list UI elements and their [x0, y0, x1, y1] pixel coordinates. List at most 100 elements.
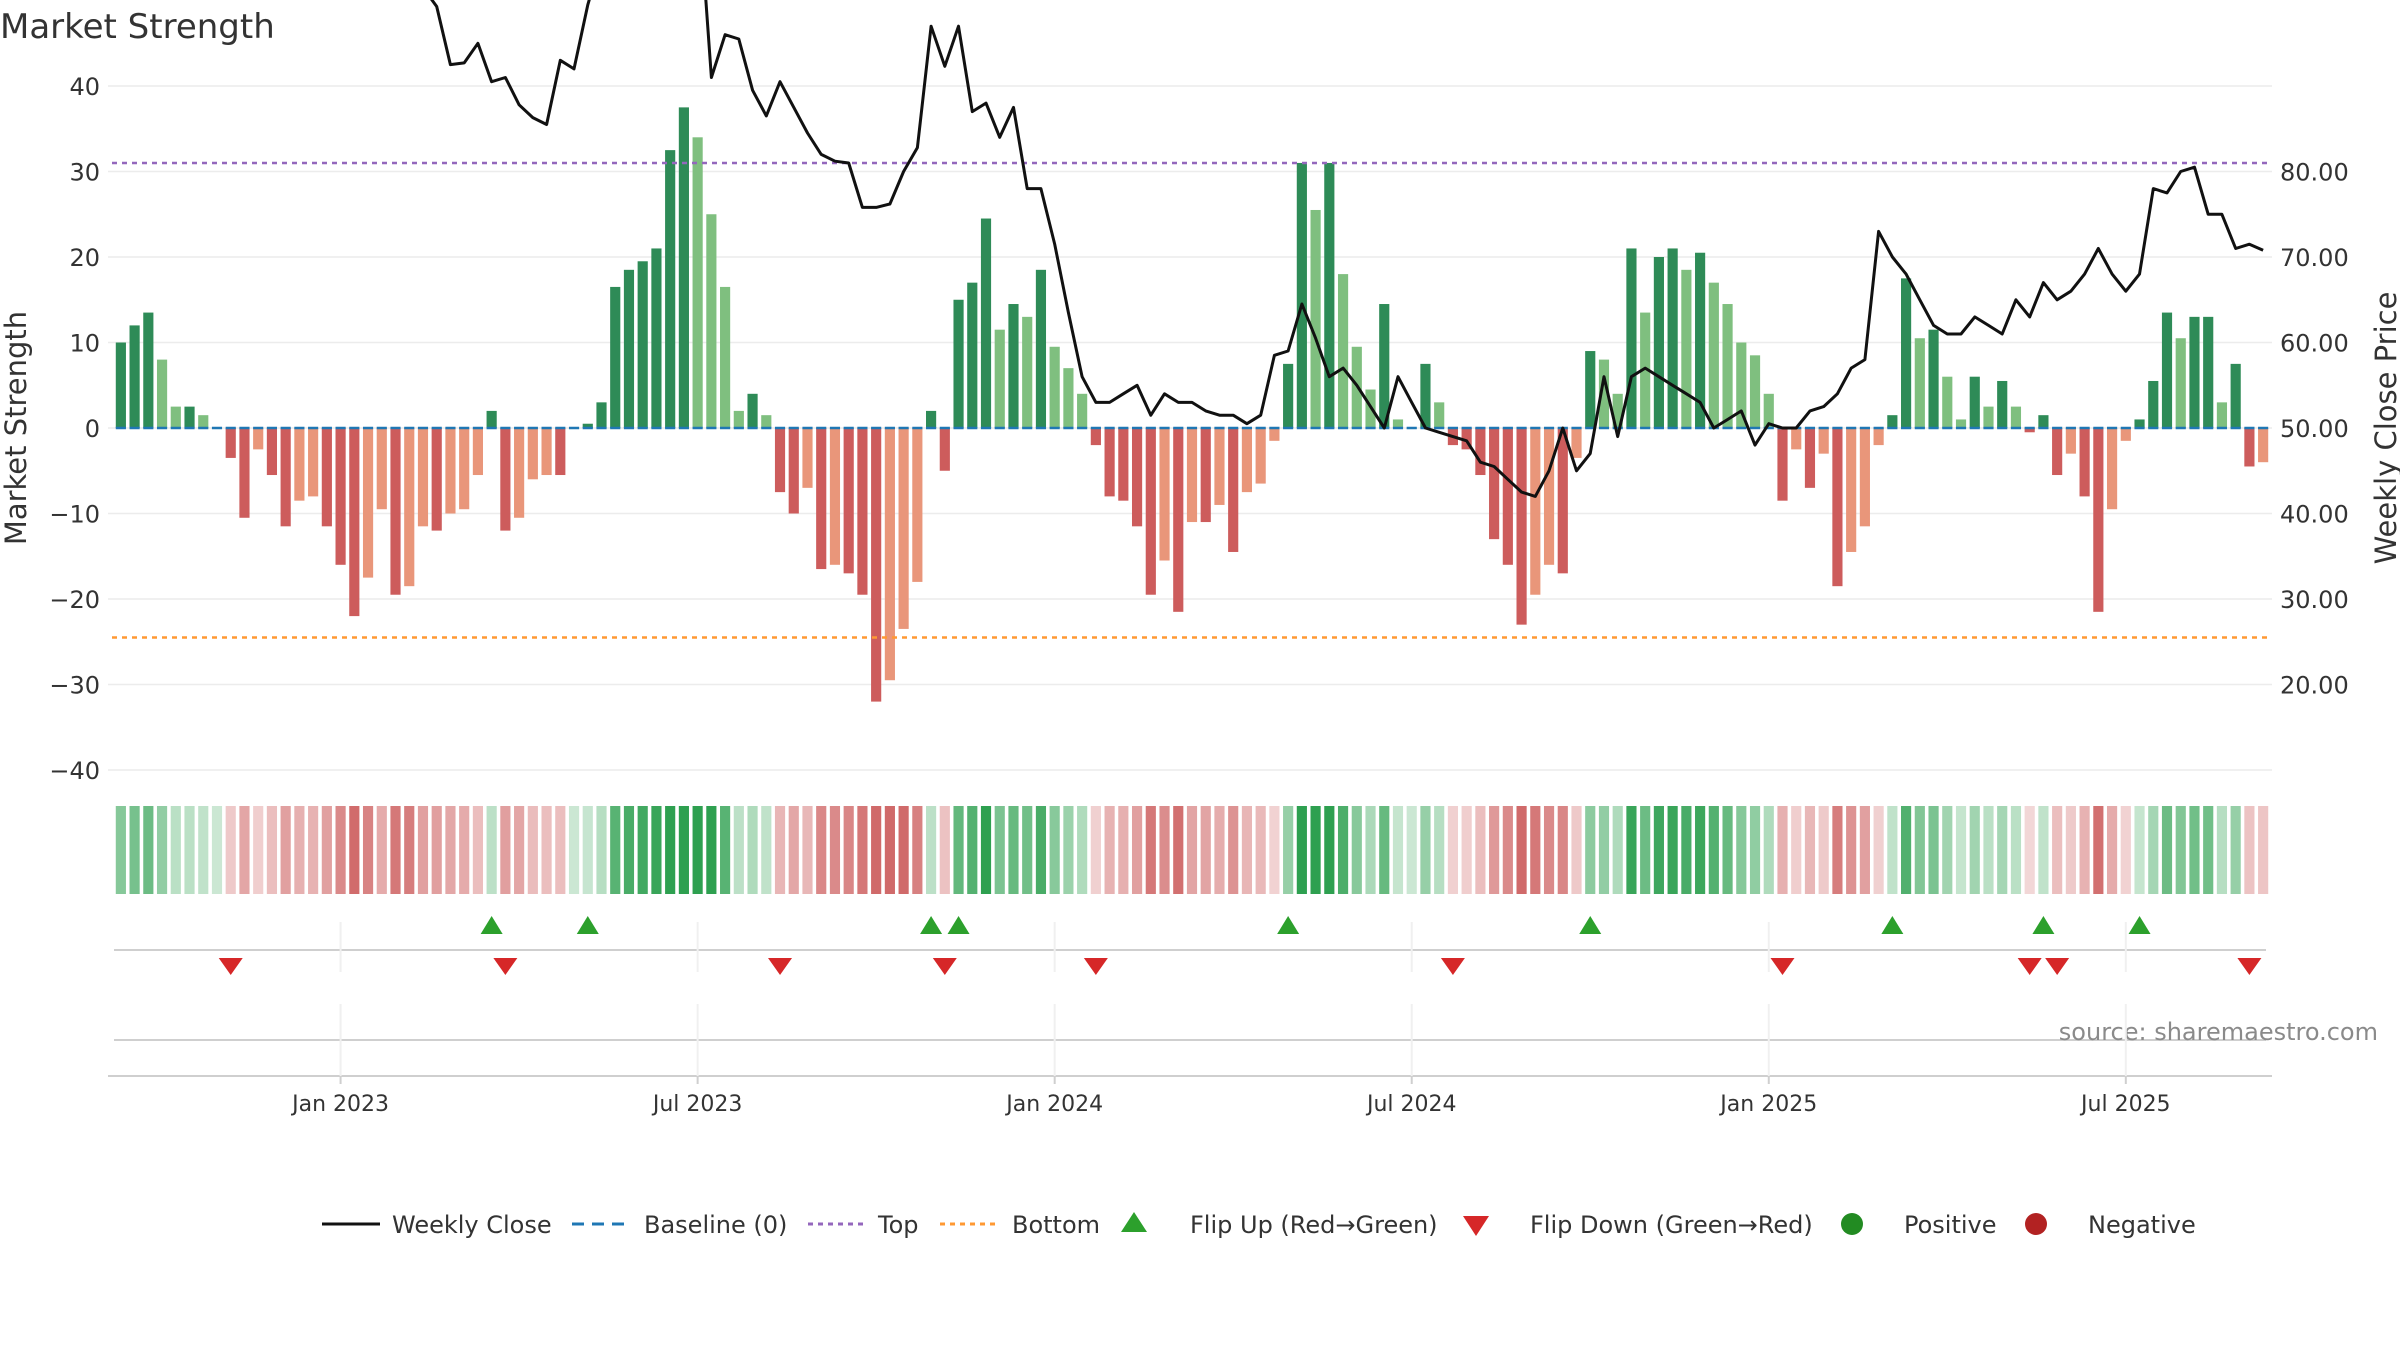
- strength-bar: [1626, 248, 1637, 428]
- strength-bar: [912, 428, 923, 582]
- strength-bar: [2010, 406, 2022, 428]
- flip-down-marker: [1770, 958, 1795, 975]
- heat-cell: [1351, 806, 1362, 894]
- heat-cell: [884, 806, 895, 894]
- heat-cell: [170, 806, 181, 894]
- weekly-close-line: [430, 0, 2264, 498]
- right-tick-label: 50.00: [2280, 415, 2349, 443]
- flip-down-marker: [2237, 958, 2262, 975]
- heat-cell: [253, 806, 264, 894]
- heat-cell: [1804, 806, 1816, 894]
- strength-bar: [404, 428, 415, 587]
- strength-bar: [1379, 304, 1390, 428]
- heat-cell: [184, 806, 195, 894]
- heat-cell: [1873, 806, 1884, 894]
- flip-up-marker: [1881, 916, 1904, 934]
- strength-bar: [1296, 162, 1307, 428]
- strength-bar: [953, 299, 964, 428]
- heat-cell: [417, 806, 429, 894]
- strength-bar: [596, 402, 607, 428]
- flip-up-marker: [1277, 916, 1300, 934]
- strength-bar: [1928, 329, 1939, 428]
- right-tick-label: 40.00: [2280, 501, 2349, 529]
- strength-bar: [1324, 162, 1335, 428]
- heat-cell: [1708, 806, 1719, 894]
- strength-bar: [610, 286, 621, 428]
- strength-bar: [184, 406, 195, 428]
- heat-cell: [2189, 806, 2200, 894]
- strength-bar: [1077, 393, 1088, 428]
- heat-cell: [1859, 806, 1870, 894]
- flip-down-marker: [932, 958, 957, 975]
- heat-cell: [1887, 806, 1898, 894]
- right-tick-label: 30.00: [2280, 586, 2349, 614]
- strength-bar: [431, 428, 442, 531]
- strength-bar: [1777, 428, 1788, 501]
- heat-cell: [733, 806, 744, 894]
- heat-cell: [1626, 806, 1637, 894]
- heat-cell: [1997, 806, 2008, 894]
- strength-bars: [115, 107, 2269, 702]
- strength-bar: [1214, 428, 1225, 505]
- strength-bar: [829, 428, 841, 565]
- flip-down-marker: [493, 958, 518, 975]
- strength-bar: [637, 261, 648, 428]
- heat-cell: [2161, 806, 2173, 894]
- strength-bar: [555, 428, 566, 476]
- strength-bar: [1035, 269, 1047, 428]
- heat-cell: [678, 806, 689, 894]
- heat-cell: [1571, 806, 1582, 894]
- strength-bar: [843, 428, 854, 574]
- heat-cell: [1022, 806, 1033, 894]
- heat-cell: [2203, 806, 2214, 894]
- heat-cell: [376, 806, 387, 894]
- heat-cell: [1337, 806, 1349, 894]
- heat-cell: [2148, 806, 2159, 894]
- strength-bar: [1283, 363, 1294, 428]
- strength-bar: [1461, 428, 1472, 450]
- strength-bar: [2065, 428, 2076, 454]
- strength-bar: [2216, 402, 2228, 428]
- strength-bar: [170, 406, 181, 428]
- strength-bar: [1008, 304, 1019, 428]
- strength-bar: [2052, 428, 2063, 476]
- heat-cell: [1310, 806, 1321, 894]
- heat-cell: [1543, 806, 1555, 894]
- flip-down-marker: [2045, 958, 2070, 975]
- strength-bar: [1791, 428, 1802, 450]
- strength-bar: [1420, 363, 1431, 428]
- strength-bar: [1640, 312, 1651, 428]
- strength-bar: [390, 428, 401, 595]
- strength-bar: [2120, 428, 2131, 441]
- strength-bar: [1543, 428, 1555, 565]
- legend: Weekly Close Baseline (0) Top Bottom Flip Up…: [322, 1211, 2196, 1239]
- heat-cell: [1832, 806, 1843, 894]
- strength-bar: [1969, 376, 1980, 428]
- heat-cell: [843, 806, 854, 894]
- strength-bar: [321, 428, 332, 527]
- legend-flip-up-marker: [1121, 1212, 1147, 1232]
- heat-cell: [1612, 806, 1623, 894]
- strength-bar: [1159, 428, 1170, 561]
- heat-cell: [1681, 806, 1692, 894]
- heat-cell: [1283, 806, 1294, 894]
- heat-cell: [2024, 806, 2035, 894]
- strength-bar: [1804, 428, 1816, 488]
- heat-cell: [898, 806, 909, 894]
- strength-bar: [967, 282, 978, 428]
- heat-cell: [2052, 806, 2063, 894]
- heat-cell: [1077, 806, 1088, 894]
- heat-cell: [390, 806, 401, 894]
- strength-bar: [994, 329, 1005, 428]
- heat-cell: [623, 806, 635, 894]
- strength-bar: [1653, 257, 1664, 428]
- heat-cell: [1200, 806, 1211, 894]
- heat-cell: [2010, 806, 2022, 894]
- heat-cell: [156, 806, 168, 894]
- strength-bar: [459, 428, 470, 510]
- strength-bar: [362, 428, 374, 578]
- heat-cell: [1365, 806, 1376, 894]
- strength-bar: [1104, 428, 1115, 497]
- strength-bar: [1145, 428, 1156, 595]
- flip-down-marker: [1440, 958, 1465, 975]
